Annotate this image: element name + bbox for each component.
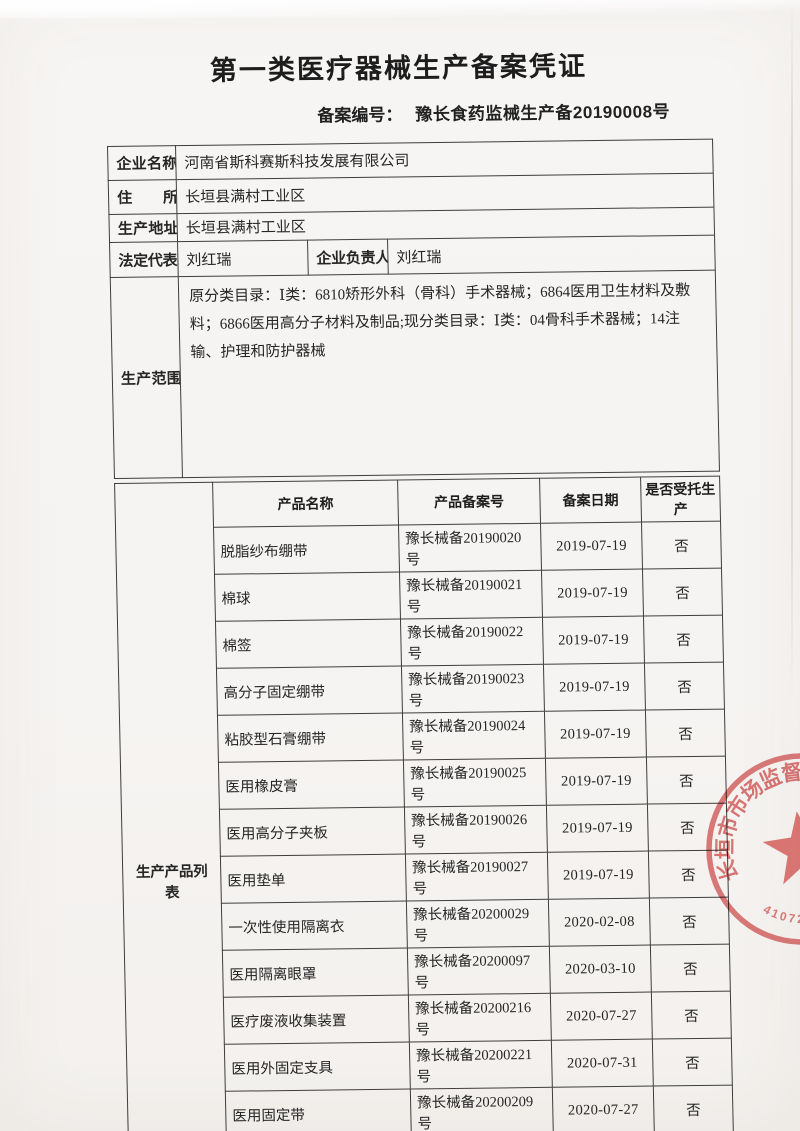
product-record-date-cell: 2020-02-08 [548,898,651,947]
company-name-label: 企业名称 [107,145,177,181]
production-scope-label: 生产范围 [110,276,183,479]
product-record-date-cell: 2019-07-19 [547,851,650,900]
product-record-date-cell: 2020-07-31 [551,1039,654,1088]
product-name-cell: 一次性使用隔离衣 [221,901,408,951]
product-table: 生产产品列表 产品名称 产品备案号 备案日期 是否受托生产 脱脂纱布绷带 豫长械备… [114,476,737,1131]
product-name-cell: 粘胶型石膏绷带 [217,713,404,763]
production-scope-value: 原分类目录：Ⅰ类：6810矫形外科（骨科）手术器械；6864医用卫生材料及敷料；… [178,270,720,478]
paper-edge-shadow [791,0,793,702]
product-record-date-cell: 2019-07-19 [545,757,648,806]
page-title: 第一类医疗器械生产备案凭证 [209,51,588,86]
col-header-entrusted: 是否受托生产 [640,476,721,523]
product-table-header-row: 生产产品列表 产品名称 产品备案号 备案日期 是否受托生产 [114,476,721,1131]
product-record-no-cell: 豫长械备20190022号 [400,617,544,667]
product-record-no-cell: 豫长械备20200216号 [408,993,552,1043]
product-record-no-cell: 豫长械备20190024号 [402,711,546,761]
product-record-date-cell: 2020-03-10 [549,945,652,994]
product-entrusted-cell: 否 [644,662,725,711]
official-seal-stamp: 长垣市市场监督管理局 41072 [706,753,800,945]
product-name-cell: 脱脂纱布绷带 [213,525,400,575]
product-record-no-cell: 豫长械备20190020号 [398,523,542,573]
company-manager-value: 刘红瑞 [387,235,716,275]
product-record-no-cell: 豫长械备20200221号 [409,1040,553,1090]
record-number-label: 备案编号： [317,105,403,126]
product-name-cell: 棉球 [214,572,401,622]
product-record-date-cell: 2019-07-19 [546,804,649,853]
record-number-value: 豫长食药监械生产备20190008号 [415,102,671,125]
product-name-cell: 医用固定带 [225,1089,412,1131]
product-record-date-cell: 2020-07-27 [550,992,653,1041]
product-record-date-cell: 2019-07-19 [541,569,644,618]
product-entrusted-cell: 否 [641,521,722,570]
seal-code-text: 41072 [761,902,800,926]
product-record-date-cell: 2020-07-27 [552,1086,655,1131]
product-record-date-cell: 2019-07-19 [543,663,646,712]
product-name-cell: 棉签 [215,619,402,669]
product-record-no-cell: 豫长械备20190021号 [399,570,543,620]
seal-star-icon [762,811,800,885]
product-name-cell: 医疗废液收集装置 [223,995,410,1045]
legal-representative-label: 法定代表人 [109,241,179,278]
product-record-no-cell: 豫长械备20200029号 [406,899,550,949]
product-entrusted-cell: 否 [642,568,723,617]
product-record-no-cell: 豫长械备20190027号 [405,852,549,902]
company-manager-label: 企业负责人 [307,239,389,276]
product-entrusted-cell: 否 [643,615,724,664]
residence-label: 住 所 [108,179,177,215]
product-table-body: 生产产品列表 产品名称 产品备案号 备案日期 是否受托生产 脱脂纱布绷带 豫长械备… [114,476,737,1131]
product-name-cell: 医用隔离眼罩 [222,948,409,998]
product-entrusted-cell: 否 [651,991,732,1040]
paper-fold-highlight [0,0,800,18]
col-header-record-date: 备案日期 [539,477,642,524]
product-record-no-cell: 豫长械备20190025号 [403,758,547,808]
table-row: 生产范围 原分类目录：Ⅰ类：6810矫形外科（骨科）手术器械；6864医用卫生材… [110,270,720,479]
svg-text:41072: 41072 [761,902,800,926]
product-record-no-cell: 豫长械备20190023号 [401,664,545,714]
product-record-no-cell: 豫长械备20200097号 [407,946,551,996]
product-record-date-cell: 2019-07-19 [540,522,643,571]
product-name-cell: 医用垫单 [220,854,407,904]
product-name-cell: 医用橡皮膏 [218,760,405,810]
product-entrusted-cell: 否 [653,1085,734,1131]
product-section-label: 生产产品列表 [114,482,230,1131]
record-number-line: 备案编号： 豫长食药监械生产备20190008号 [317,97,670,126]
product-name-cell: 医用高分子夹板 [219,807,406,857]
product-record-no-cell: 豫长械备20200209号 [410,1087,554,1131]
product-name-cell: 医用外固定支具 [224,1042,411,1092]
product-entrusted-cell: 否 [652,1038,733,1087]
product-record-date-cell: 2019-07-19 [542,616,645,665]
legal-representative-value: 刘红瑞 [177,240,309,277]
col-header-product-name: 产品名称 [212,480,399,528]
production-address-label: 生产地址 [108,213,178,243]
col-header-record-no: 产品备案号 [397,478,541,526]
product-record-date-cell: 2019-07-19 [544,710,647,759]
company-info-table: 企业名称 河南省斯科赛斯科技发展有限公司 住 所 长垣县满村工业区 生产地址 长… [107,139,720,479]
product-name-cell: 高分子固定绷带 [216,666,403,716]
product-record-no-cell: 豫长械备20190026号 [404,805,548,855]
seal-ring [706,753,800,945]
